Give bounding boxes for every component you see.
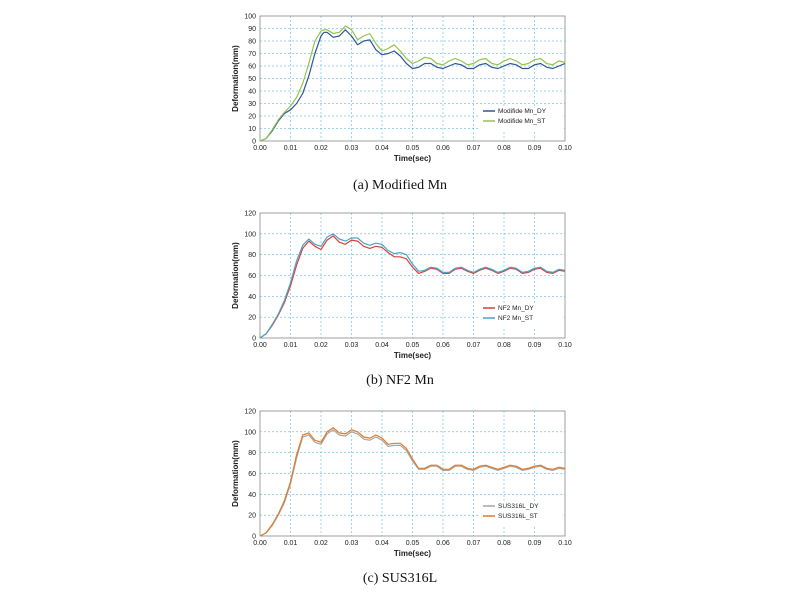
y-tick-label: 70 [248,51,256,58]
x-axis-label: Time(sec) [394,154,432,163]
series-line-2 [259,427,566,537]
chart-a-svg: 0.00 0.01 0.02 0.03 0.04 0.05 0.06 0.07 0.08 0.09… [231,14,572,164]
y-tick-label: 0 [252,336,256,343]
chart-panel-b: 0.00 0.01 0.02 0.03 0.04 0.05 0.06 0.07 0.08 0.09… [220,205,580,367]
y-tick-label: 80 [248,39,256,46]
chart-panel-a: 0.00 0.01 0.02 0.03 0.04 0.05 0.06 0.07 0.08 0.09… [220,8,580,170]
caption-c: (c) SUS316L [362,571,438,586]
x-tick-label: 0.06 [436,342,450,349]
x-tick-label: 0.06 [436,145,450,152]
y-tick-label: 100 [244,429,256,436]
x-tick-label: 0.07 [467,145,481,152]
y-tick-label: 20 [248,315,256,322]
x-tick-label: 0.00 [253,342,267,349]
y-tick-label: 40 [248,492,256,499]
x-tick-label: 0.06 [436,540,450,547]
y-axis-label: Deformation(mm) [231,45,240,112]
y-tick-label: 0 [252,534,256,541]
x-tick-label: 0.08 [497,342,511,349]
x-tick-label: 0.09 [528,145,542,152]
x-tick-label: 0.00 [253,540,267,547]
caption-b: (b) NF2 Mn [366,373,434,388]
y-tick-label: 100 [244,231,256,238]
x-axis-label: Time(sec) [394,549,432,558]
y-axis-label: Deformation(mm) [231,440,240,507]
x-tick-label: 0.10 [558,540,572,547]
y-tick-label: 80 [248,450,256,457]
y-axis-label: Deformation(mm) [231,242,240,309]
legend-label: Modifide Mn_DY [498,108,547,115]
y-tick-label: 120 [244,211,256,218]
y-tick-label: 10 [248,126,256,133]
x-axis-label: Time(sec) [394,351,432,360]
x-tick-label: 0.03 [345,540,359,547]
y-tick-label: 40 [248,294,256,301]
y-tick-label: 0 [252,139,256,146]
chart-b-svg: 0.00 0.01 0.02 0.03 0.04 0.05 0.06 0.07 0.08 0.09… [231,211,572,361]
x-tick-label: 0.05 [406,540,420,547]
legend [480,303,562,327]
series-line-2 [259,233,566,339]
x-tick-label: 0.04 [375,540,389,547]
y-tick-label: 20 [248,114,256,121]
series-line-2 [259,25,566,142]
y-tick-label: 60 [248,471,256,478]
x-tick-label: 0.09 [528,342,542,349]
x-tick-label: 0.02 [314,342,328,349]
y-tick-label: 30 [248,101,256,108]
y-tick-label: 60 [248,64,256,71]
x-tick-label: 0.10 [558,145,572,152]
x-tick-label: 0.08 [497,145,511,152]
series-line-1 [259,235,566,339]
caption-a: (a) Modified Mn [352,178,448,193]
x-tick-label: 0.03 [345,145,359,152]
x-tick-label: 0.04 [375,145,389,152]
chart-c-svg: 0.00 0.01 0.02 0.03 0.04 0.05 0.06 0.07 0.08 0.09… [231,409,572,559]
x-tick-label: 0.05 [406,342,420,349]
x-tick-label: 0.03 [345,342,359,349]
series-line-1 [259,29,566,142]
x-tick-label: 0.07 [467,540,481,547]
x-tick-label: 0.01 [284,540,298,547]
y-tick-label: 20 [248,513,256,520]
y-tick-label: 40 [248,89,256,96]
legend-label: NF2 Mn_DY [498,305,534,312]
legend-label: NF2 Mn_ST [498,315,533,322]
legend-label: SUS316L_ST [498,513,538,520]
y-tick-label: 60 [248,273,256,280]
y-tick-label: 120 [244,409,256,416]
x-tick-label: 0.02 [314,540,328,547]
x-tick-label: 0.02 [314,145,328,152]
x-tick-label: 0.09 [528,540,542,547]
legend [480,501,562,525]
x-tick-label: 0.10 [558,342,572,349]
legend-label: Modifide Mn_ST [498,118,545,125]
x-tick-label: 0.00 [253,145,267,152]
legend-label: SUS316L_DY [498,503,539,510]
series-line-1 [259,429,566,537]
x-tick-label: 0.01 [284,145,298,152]
y-tick-label: 80 [248,252,256,259]
legend [480,106,562,130]
x-tick-label: 0.07 [467,342,481,349]
x-tick-label: 0.05 [406,145,420,152]
chart-panel-c: 0.00 0.01 0.02 0.03 0.04 0.05 0.06 0.07 0.08 0.09… [220,403,580,565]
y-tick-label: 50 [248,76,256,83]
y-tick-label: 100 [244,14,256,21]
x-tick-label: 0.01 [284,342,298,349]
x-tick-label: 0.04 [375,342,389,349]
y-tick-label: 90 [248,26,256,33]
x-tick-label: 0.08 [497,540,511,547]
